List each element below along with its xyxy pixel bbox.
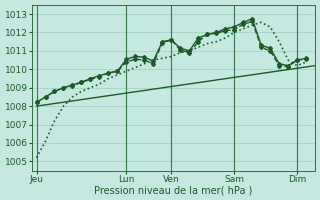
X-axis label: Pression niveau de la mer( hPa ): Pression niveau de la mer( hPa ) [94,185,253,195]
